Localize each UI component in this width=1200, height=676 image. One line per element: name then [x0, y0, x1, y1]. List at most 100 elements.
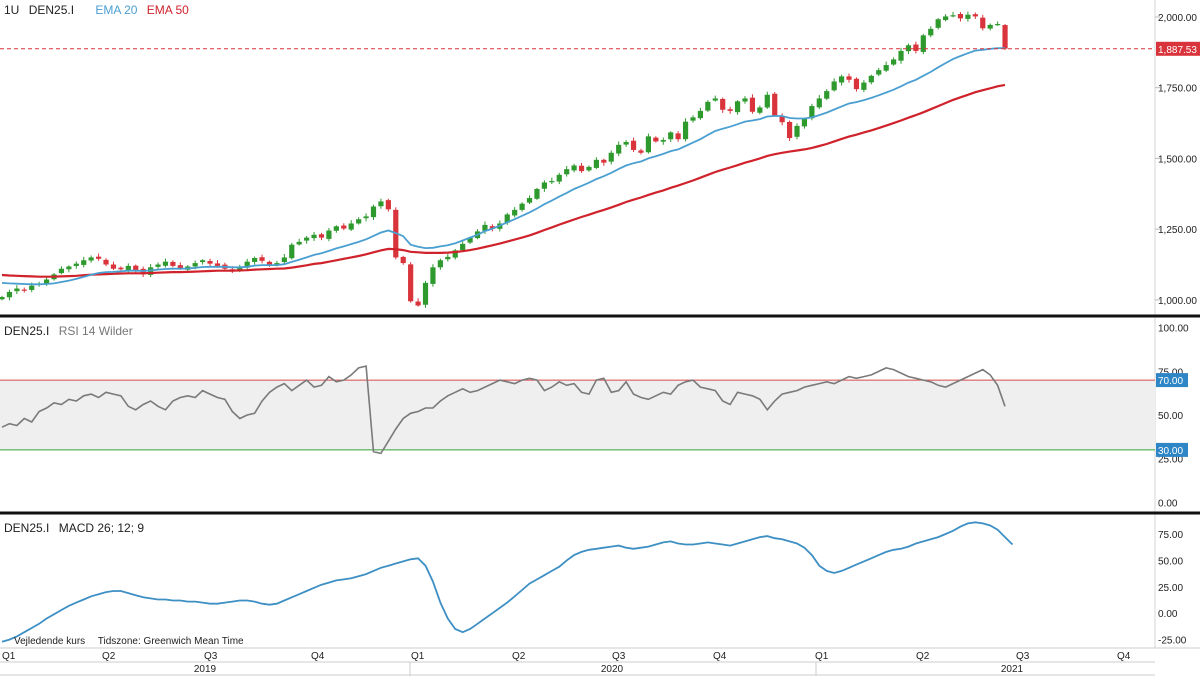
candle-body[interactable]	[296, 241, 302, 245]
candle-body[interactable]	[660, 140, 666, 142]
candle-body[interactable]	[950, 15, 956, 17]
candle-body[interactable]	[541, 182, 547, 189]
candle-body[interactable]	[593, 159, 599, 168]
symbol-label[interactable]: DEN25.I	[28, 3, 75, 17]
candle-body[interactable]	[980, 17, 986, 29]
candle-body[interactable]	[883, 65, 889, 71]
candle-body[interactable]	[801, 118, 808, 127]
candle-body[interactable]	[920, 35, 926, 52]
candle-body[interactable]	[43, 279, 50, 285]
macd-indicator-label[interactable]: MACD 26; 12; 9	[58, 521, 145, 535]
candle-body[interactable]	[66, 266, 72, 270]
candle-body[interactable]	[809, 106, 815, 119]
candle-body[interactable]	[125, 265, 131, 271]
candle-body[interactable]	[891, 59, 897, 65]
interval-label[interactable]: 1U	[4, 3, 20, 17]
candle-body[interactable]	[445, 256, 451, 260]
candle-body[interactable]	[645, 136, 652, 153]
candle-body[interactable]	[21, 289, 27, 291]
candle-body[interactable]	[913, 44, 919, 51]
candle-body[interactable]	[957, 14, 964, 19]
candle-body[interactable]	[281, 257, 287, 263]
candle-body[interactable]	[727, 109, 733, 111]
candle-body[interactable]	[422, 282, 429, 305]
candle-body[interactable]	[675, 133, 681, 140]
candle-body[interactable]	[259, 257, 265, 261]
candle-body[interactable]	[824, 91, 830, 99]
candle-body[interactable]	[905, 45, 912, 52]
candle-body[interactable]	[816, 98, 822, 108]
candle-body[interactable]	[638, 150, 644, 153]
candle-body[interactable]	[987, 24, 993, 29]
candle-body[interactable]	[467, 237, 473, 243]
candle-body[interactable]	[853, 78, 860, 90]
candle-body[interactable]	[333, 226, 339, 231]
candle-body[interactable]	[118, 267, 124, 270]
candle-body[interactable]	[690, 117, 696, 121]
candle-body[interactable]	[868, 75, 874, 83]
candle-body[interactable]	[779, 116, 785, 123]
ema20-line[interactable]	[1, 47, 1005, 286]
candle-body[interactable]	[29, 285, 35, 290]
candle-body[interactable]	[95, 256, 102, 259]
candle-body[interactable]	[519, 203, 525, 210]
candle-body[interactable]	[720, 98, 726, 110]
candle-body[interactable]	[170, 261, 176, 266]
candle-body[interactable]	[772, 93, 778, 116]
candle-body[interactable]	[794, 125, 800, 137]
candle-body[interactable]	[289, 244, 295, 259]
candle-body[interactable]	[757, 107, 763, 113]
candle-body[interactable]	[356, 219, 362, 224]
candle-body[interactable]	[103, 259, 109, 265]
candle-body[interactable]	[6, 291, 13, 298]
candle-body[interactable]	[400, 256, 406, 264]
candle-body[interactable]	[408, 264, 414, 302]
candle-body[interactable]	[460, 243, 466, 251]
candle-body[interactable]	[512, 209, 518, 216]
candle-body[interactable]	[430, 267, 436, 284]
candle-body[interactable]	[214, 263, 221, 266]
ema50-line[interactable]	[1, 83, 1006, 278]
ema20-legend[interactable]: EMA 20	[95, 3, 138, 17]
candle-body[interactable]	[712, 98, 718, 101]
candle-body[interactable]	[155, 264, 161, 267]
candle-body[interactable]	[58, 268, 65, 274]
candle-body[interactable]	[601, 159, 607, 163]
candle-body[interactable]	[452, 250, 458, 258]
candle-body[interactable]	[653, 137, 659, 142]
candle-body[interactable]	[972, 14, 978, 17]
candle-body[interactable]	[504, 214, 510, 223]
candle-body[interactable]	[586, 166, 592, 171]
candle-body[interactable]	[385, 200, 391, 210]
candle-body[interactable]	[749, 97, 756, 112]
candle-body[interactable]	[378, 201, 384, 207]
candle-body[interactable]	[608, 152, 614, 162]
candle-body[interactable]	[549, 181, 555, 183]
candle-body[interactable]	[935, 19, 941, 28]
candle-body[interactable]	[363, 216, 369, 219]
candle-body[interactable]	[534, 188, 540, 199]
candle-body[interactable]	[838, 76, 845, 83]
candle-body[interactable]	[526, 198, 533, 203]
candle-body[interactable]	[437, 260, 443, 268]
candle-body[interactable]	[304, 237, 310, 241]
candle-body[interactable]	[786, 121, 793, 139]
candle-body[interactable]	[200, 260, 206, 263]
candle-body[interactable]	[705, 101, 711, 111]
candle-body[interactable]	[133, 265, 139, 271]
candle-body[interactable]	[668, 132, 674, 140]
candlestick-series[interactable]	[0, 11, 1008, 308]
candle-body[interactable]	[489, 226, 495, 229]
candle-body[interactable]	[928, 28, 934, 36]
candle-body[interactable]	[571, 165, 577, 171]
candle-body[interactable]	[965, 14, 971, 19]
candle-body[interactable]	[898, 50, 904, 61]
candle-body[interactable]	[192, 263, 198, 267]
candle-body[interactable]	[14, 288, 20, 292]
macd-symbol-label[interactable]: DEN25.I	[4, 521, 50, 535]
candle-body[interactable]	[764, 94, 770, 108]
candle-body[interactable]	[623, 142, 629, 145]
candle-body[interactable]	[846, 76, 852, 80]
candle-body[interactable]	[616, 144, 622, 154]
candle-body[interactable]	[578, 165, 585, 172]
